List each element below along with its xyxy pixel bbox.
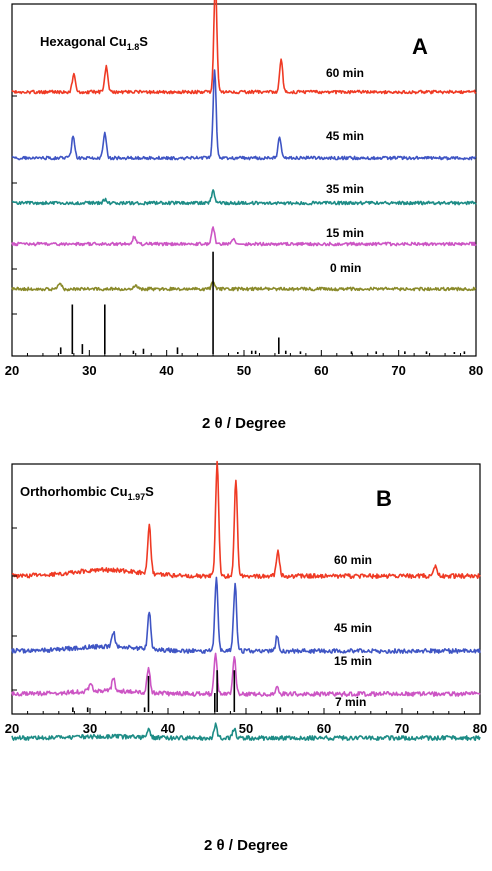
x-tick-label: 60 (314, 363, 328, 378)
x-tick-label: 70 (395, 721, 409, 736)
x-tick-label: 80 (469, 363, 483, 378)
x-tick-label: 20 (5, 721, 19, 736)
y-ticks-b (12, 527, 17, 691)
trace-label: 15 min (326, 226, 364, 240)
reference-lines-a (59, 251, 466, 354)
x-ticks-b: 20 30 40 50 60 70 80 (5, 708, 487, 736)
traces-a (11, 0, 477, 292)
y-ticks-a (12, 95, 17, 315)
x-tick-label: 20 (5, 363, 19, 378)
reference-lines-b (72, 670, 282, 712)
trace-label: 60 min (334, 553, 372, 567)
x-tick-label: 30 (83, 721, 97, 736)
trace-labels-b: 60 min 45 min 15 min 7 min (334, 553, 372, 709)
traces-b (11, 460, 481, 741)
panel-letter-b: B (376, 486, 392, 511)
trace-7-min (11, 722, 481, 741)
x-tick-label: 80 (473, 721, 487, 736)
title-b: Orthorhombic Cu1.97S (20, 484, 154, 502)
trace-0-min (11, 281, 477, 292)
x-tick-label: 30 (82, 363, 96, 378)
trace-45-min (11, 576, 481, 654)
x-axis-label-b: 2 θ / Degree (204, 837, 288, 854)
panel-letter-a: A (412, 34, 428, 59)
x-tick-label: 60 (317, 721, 331, 736)
x-ticks-a: 20 30 40 50 60 70 80 (5, 350, 483, 378)
trace-labels-a: 60 min 45 min 35 min 15 min 0 min (326, 66, 364, 275)
title-a: Hexagonal Cu1.8S (40, 34, 148, 52)
panel-a: 20 30 40 50 60 70 80 60 min 45 min 35 min 15 min 0… (5, 0, 483, 432)
x-tick-label: 40 (159, 363, 173, 378)
trace-label: 60 min (326, 66, 364, 80)
trace-label: 15 min (334, 654, 372, 668)
x-axis-label-a: 2 θ / Degree (202, 415, 286, 432)
trace-35-min (11, 189, 477, 206)
x-tick-label: 50 (239, 721, 253, 736)
x-tick-label: 50 (237, 363, 251, 378)
trace-15-min (11, 226, 477, 247)
trace-15-min (11, 652, 481, 697)
x-tick-label: 70 (391, 363, 405, 378)
trace-label: 45 min (326, 129, 364, 143)
trace-60-min (11, 0, 477, 95)
plot-frame-a (11, 3, 477, 357)
trace-label: 45 min (334, 621, 372, 635)
x-tick-label: 40 (161, 721, 175, 736)
trace-label: 0 min (330, 261, 361, 275)
trace-45-min (11, 69, 477, 161)
trace-60-min (11, 460, 481, 579)
trace-label: 7 min (335, 695, 366, 709)
trace-label: 35 min (326, 182, 364, 196)
plot-frame-b (11, 463, 481, 715)
panel-b: 20 30 40 50 60 70 80 60 min 45 min 15 min 7 min O… (5, 460, 487, 854)
